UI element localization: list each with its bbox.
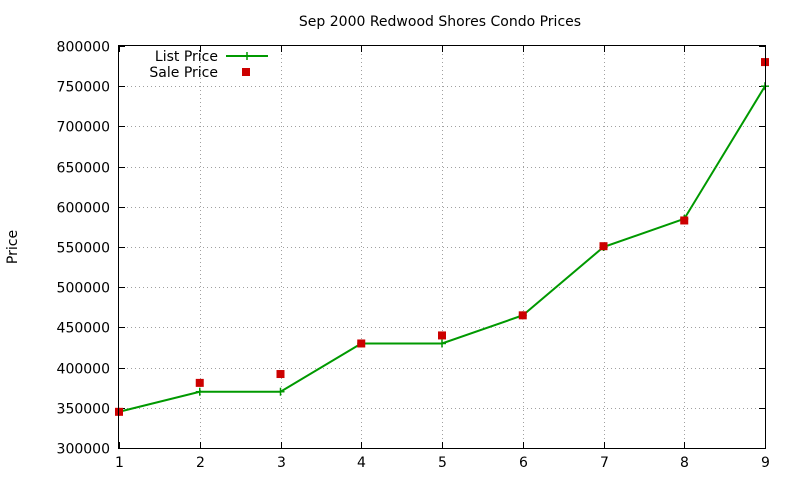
- x-tick-label: 7: [600, 455, 609, 471]
- y-tick-label: 300000: [57, 442, 110, 458]
- y-tick-label: 550000: [57, 241, 110, 257]
- data-point: [438, 331, 446, 340]
- data-point: [276, 370, 285, 379]
- y-tick-label: 500000: [57, 281, 110, 297]
- x-tick-label: 8: [680, 455, 689, 471]
- x-tick-label: 5: [438, 455, 447, 471]
- x-tick-label: 4: [357, 455, 366, 471]
- y-tick-label: 800000: [57, 40, 110, 56]
- legend-entry: List Price: [155, 49, 268, 65]
- y-tick-label: 750000: [57, 80, 110, 96]
- data-point: [518, 311, 527, 320]
- y-tick-label: 450000: [57, 321, 110, 337]
- data-point: [357, 339, 366, 348]
- y-tick-label: 700000: [57, 120, 110, 136]
- data-point: [195, 378, 204, 387]
- y-tick-label: 350000: [57, 402, 110, 418]
- chart-title: Sep 2000 Redwood Shores Condo Prices: [299, 14, 581, 30]
- data-point: [276, 387, 285, 396]
- data-point: [599, 242, 608, 251]
- y-tick-label: 400000: [57, 362, 110, 378]
- axis-ticks: 300000 350000 400000 450000 500000 550000 6000…: [57, 40, 770, 472]
- data-point: [195, 387, 204, 396]
- legend-entry: Sale Price: [149, 65, 250, 81]
- legend-marker: [243, 52, 251, 60]
- data-point: [680, 216, 689, 225]
- y-tick-label: 650000: [57, 161, 110, 177]
- x-tick-label: 6: [519, 455, 528, 471]
- y-tick-label: 600000: [57, 201, 110, 217]
- series: [115, 58, 769, 416]
- x-tick-label: 1: [115, 455, 124, 471]
- plot-frame: [118, 45, 766, 449]
- x-tick-label: 2: [196, 455, 205, 471]
- legend-marker: [242, 68, 250, 76]
- legend-label: List Price: [155, 49, 218, 65]
- legend-label: Sale Price: [149, 65, 218, 81]
- data-point: [438, 339, 446, 348]
- x-tick-label: 3: [277, 455, 286, 471]
- x-tick-label: 9: [761, 455, 770, 471]
- y-axis-label: Price: [5, 230, 21, 264]
